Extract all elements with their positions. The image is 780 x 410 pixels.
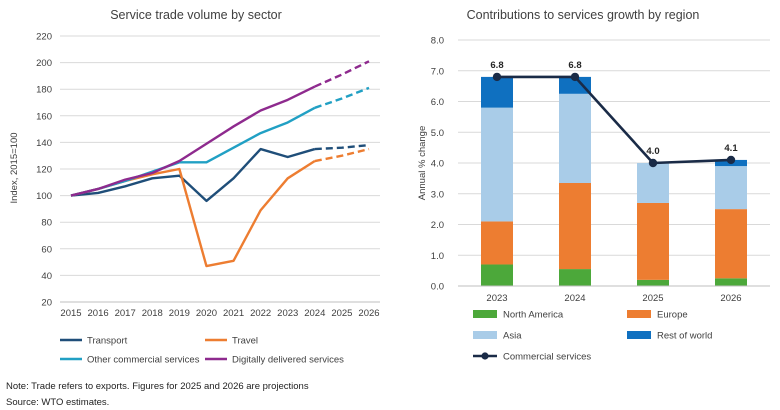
left-gridlines (60, 35, 380, 276)
bar-segment-europe-2024 (559, 182, 591, 270)
bar-segment-asia-2025 (637, 163, 669, 203)
bar-segment-asia-2024 (559, 93, 591, 183)
right-x-tick-label: 2023 (486, 293, 507, 304)
bar-segment-europe-2026 (715, 209, 747, 279)
right-y-tick-label: 1.0 (431, 251, 444, 262)
right-y-tick-label: 0.0 (431, 282, 444, 293)
left-y-tick-label: 180 (36, 85, 52, 96)
right-stacked-bars (481, 76, 747, 286)
right-y-tick-label: 6.0 (431, 97, 444, 108)
line-transport-projection (314, 143, 370, 151)
line-digitally-delivered-services-projection (314, 60, 370, 88)
right-y-tick-label: 7.0 (431, 66, 444, 77)
left-y-tick-label: 200 (36, 58, 52, 69)
right-y-tick-label: 3.0 (431, 189, 444, 200)
line-travel (70, 160, 316, 268)
left-x-tick-label: 2023 (277, 308, 298, 319)
marker-commercial-services-2025 (648, 158, 658, 168)
right-y-tick-label: 5.0 (431, 128, 444, 139)
left-chart: Service trade volume by sector Index, 20… (9, 8, 380, 366)
line-transport (70, 147, 316, 203)
legend-swatch-north-america (473, 310, 497, 318)
left-legend: Transport Travel Other commercial services… (60, 336, 344, 366)
bar-segment-rest-of-world-2023 (481, 76, 513, 108)
data-label-2023: 6.8 (490, 60, 503, 71)
legend-swatch-rest-of-world (627, 331, 651, 339)
legend-swatch-europe (627, 310, 651, 318)
note-text: Note: Trade refers to exports. Figures f… (6, 381, 309, 392)
legend-label-transport: Transport (87, 336, 128, 347)
bar-segment-asia-2026 (715, 166, 747, 210)
left-y-tick-label: 100 (36, 191, 52, 202)
legend-marker-commercial-services (481, 352, 489, 360)
left-x-tick-label: 2020 (196, 308, 217, 319)
left-x-tick-label: 2015 (60, 308, 81, 319)
line-digitally-delivered-services (70, 85, 316, 197)
left-x-tick-label: 2017 (115, 308, 136, 319)
right-y-tick-label: 2.0 (431, 220, 444, 231)
left-y-tick-label: 140 (36, 138, 52, 149)
bar-segment-north-america-2024 (559, 269, 591, 286)
data-label-2024: 6.8 (568, 60, 581, 71)
left-x-ticks: 2015 2016 2017 2018 2019 2020 2021 2022 2023 2024… (60, 308, 379, 319)
left-y-tick-label: 220 (36, 32, 52, 43)
right-x-tick-label: 2025 (642, 293, 663, 304)
legend-label-north-america: North America (503, 310, 564, 321)
right-chart: Contributions to services growth by regi… (417, 8, 770, 363)
right-y-axis-label: Annual % change (417, 126, 428, 200)
line-travel-projection (314, 147, 370, 163)
right-y-ticks: 0.0 1.0 2.0 3.0 4.0 5.0 6.0 7.0 8.0 (431, 36, 444, 293)
left-y-ticks: 20 40 60 80 100 120 140 160 180 200 220 (36, 32, 52, 309)
left-x-tick-label: 2018 (142, 308, 163, 319)
right-y-tick-label: 8.0 (431, 36, 444, 47)
bar-segment-europe-2025 (637, 202, 669, 280)
data-label-2025: 4.0 (646, 146, 659, 157)
right-x-ticks: 2023 2024 2025 2026 (486, 293, 741, 304)
right-y-tick-label: 4.0 (431, 159, 444, 170)
left-x-tick-label: 2025 (331, 308, 352, 319)
legend-label-digitally-delivered-services: Digitally delivered services (232, 355, 344, 366)
marker-commercial-services-2023 (492, 72, 502, 82)
right-x-tick-label: 2024 (564, 293, 585, 304)
legend-label-europe: Europe (657, 310, 688, 321)
bar-segment-asia-2023 (481, 107, 513, 222)
right-chart-title: Contributions to services growth by regi… (467, 8, 700, 22)
right-x-tick-label: 2026 (720, 293, 741, 304)
bar-segment-north-america-2025 (637, 279, 669, 286)
left-y-tick-label: 40 (41, 271, 52, 282)
line-commercial-services (497, 75, 732, 165)
legend-swatch-asia (473, 331, 497, 339)
bar-segment-rest-of-world-2024 (559, 76, 591, 94)
bar-segment-north-america-2026 (715, 278, 747, 286)
left-y-tick-label: 20 (41, 298, 52, 309)
left-x-tick-label: 2021 (223, 308, 244, 319)
line-other-commercial-services-projection (314, 86, 370, 109)
data-label-2026: 4.1 (724, 143, 738, 154)
marker-commercial-services-2024 (570, 72, 580, 82)
left-chart-title: Service trade volume by sector (110, 8, 282, 22)
source-text: Source: WTO estimates. (6, 397, 109, 408)
bar-segment-north-america-2023 (481, 264, 513, 286)
left-y-tick-label: 60 (41, 244, 52, 255)
left-y-axis-label: Index, 2015=100 (9, 132, 20, 203)
left-x-tick-label: 2022 (250, 308, 271, 319)
left-x-tick-label: 2019 (169, 308, 190, 319)
marker-commercial-services-2026 (726, 155, 736, 165)
right-total-line: 6.8 6.8 4.0 4.1 (490, 60, 738, 168)
legend-label-asia: Asia (503, 331, 522, 342)
left-series-lines (70, 60, 370, 268)
legend-label-travel: Travel (232, 336, 258, 347)
bar-segment-europe-2023 (481, 221, 513, 265)
legend-label-commercial-services: Commercial services (503, 352, 591, 363)
left-x-tick-label: 2024 (304, 308, 325, 319)
left-y-tick-label: 160 (36, 111, 52, 122)
left-y-tick-label: 80 (41, 218, 52, 229)
left-x-tick-label: 2026 (358, 308, 379, 319)
legend-label-other-commercial-services: Other commercial services (87, 355, 200, 366)
right-legend: North America Europe Asia Rest of world Comm… (473, 310, 712, 363)
left-x-tick-label: 2016 (88, 308, 109, 319)
legend-label-rest-of-world: Rest of world (657, 331, 712, 342)
left-y-tick-label: 120 (36, 165, 52, 176)
